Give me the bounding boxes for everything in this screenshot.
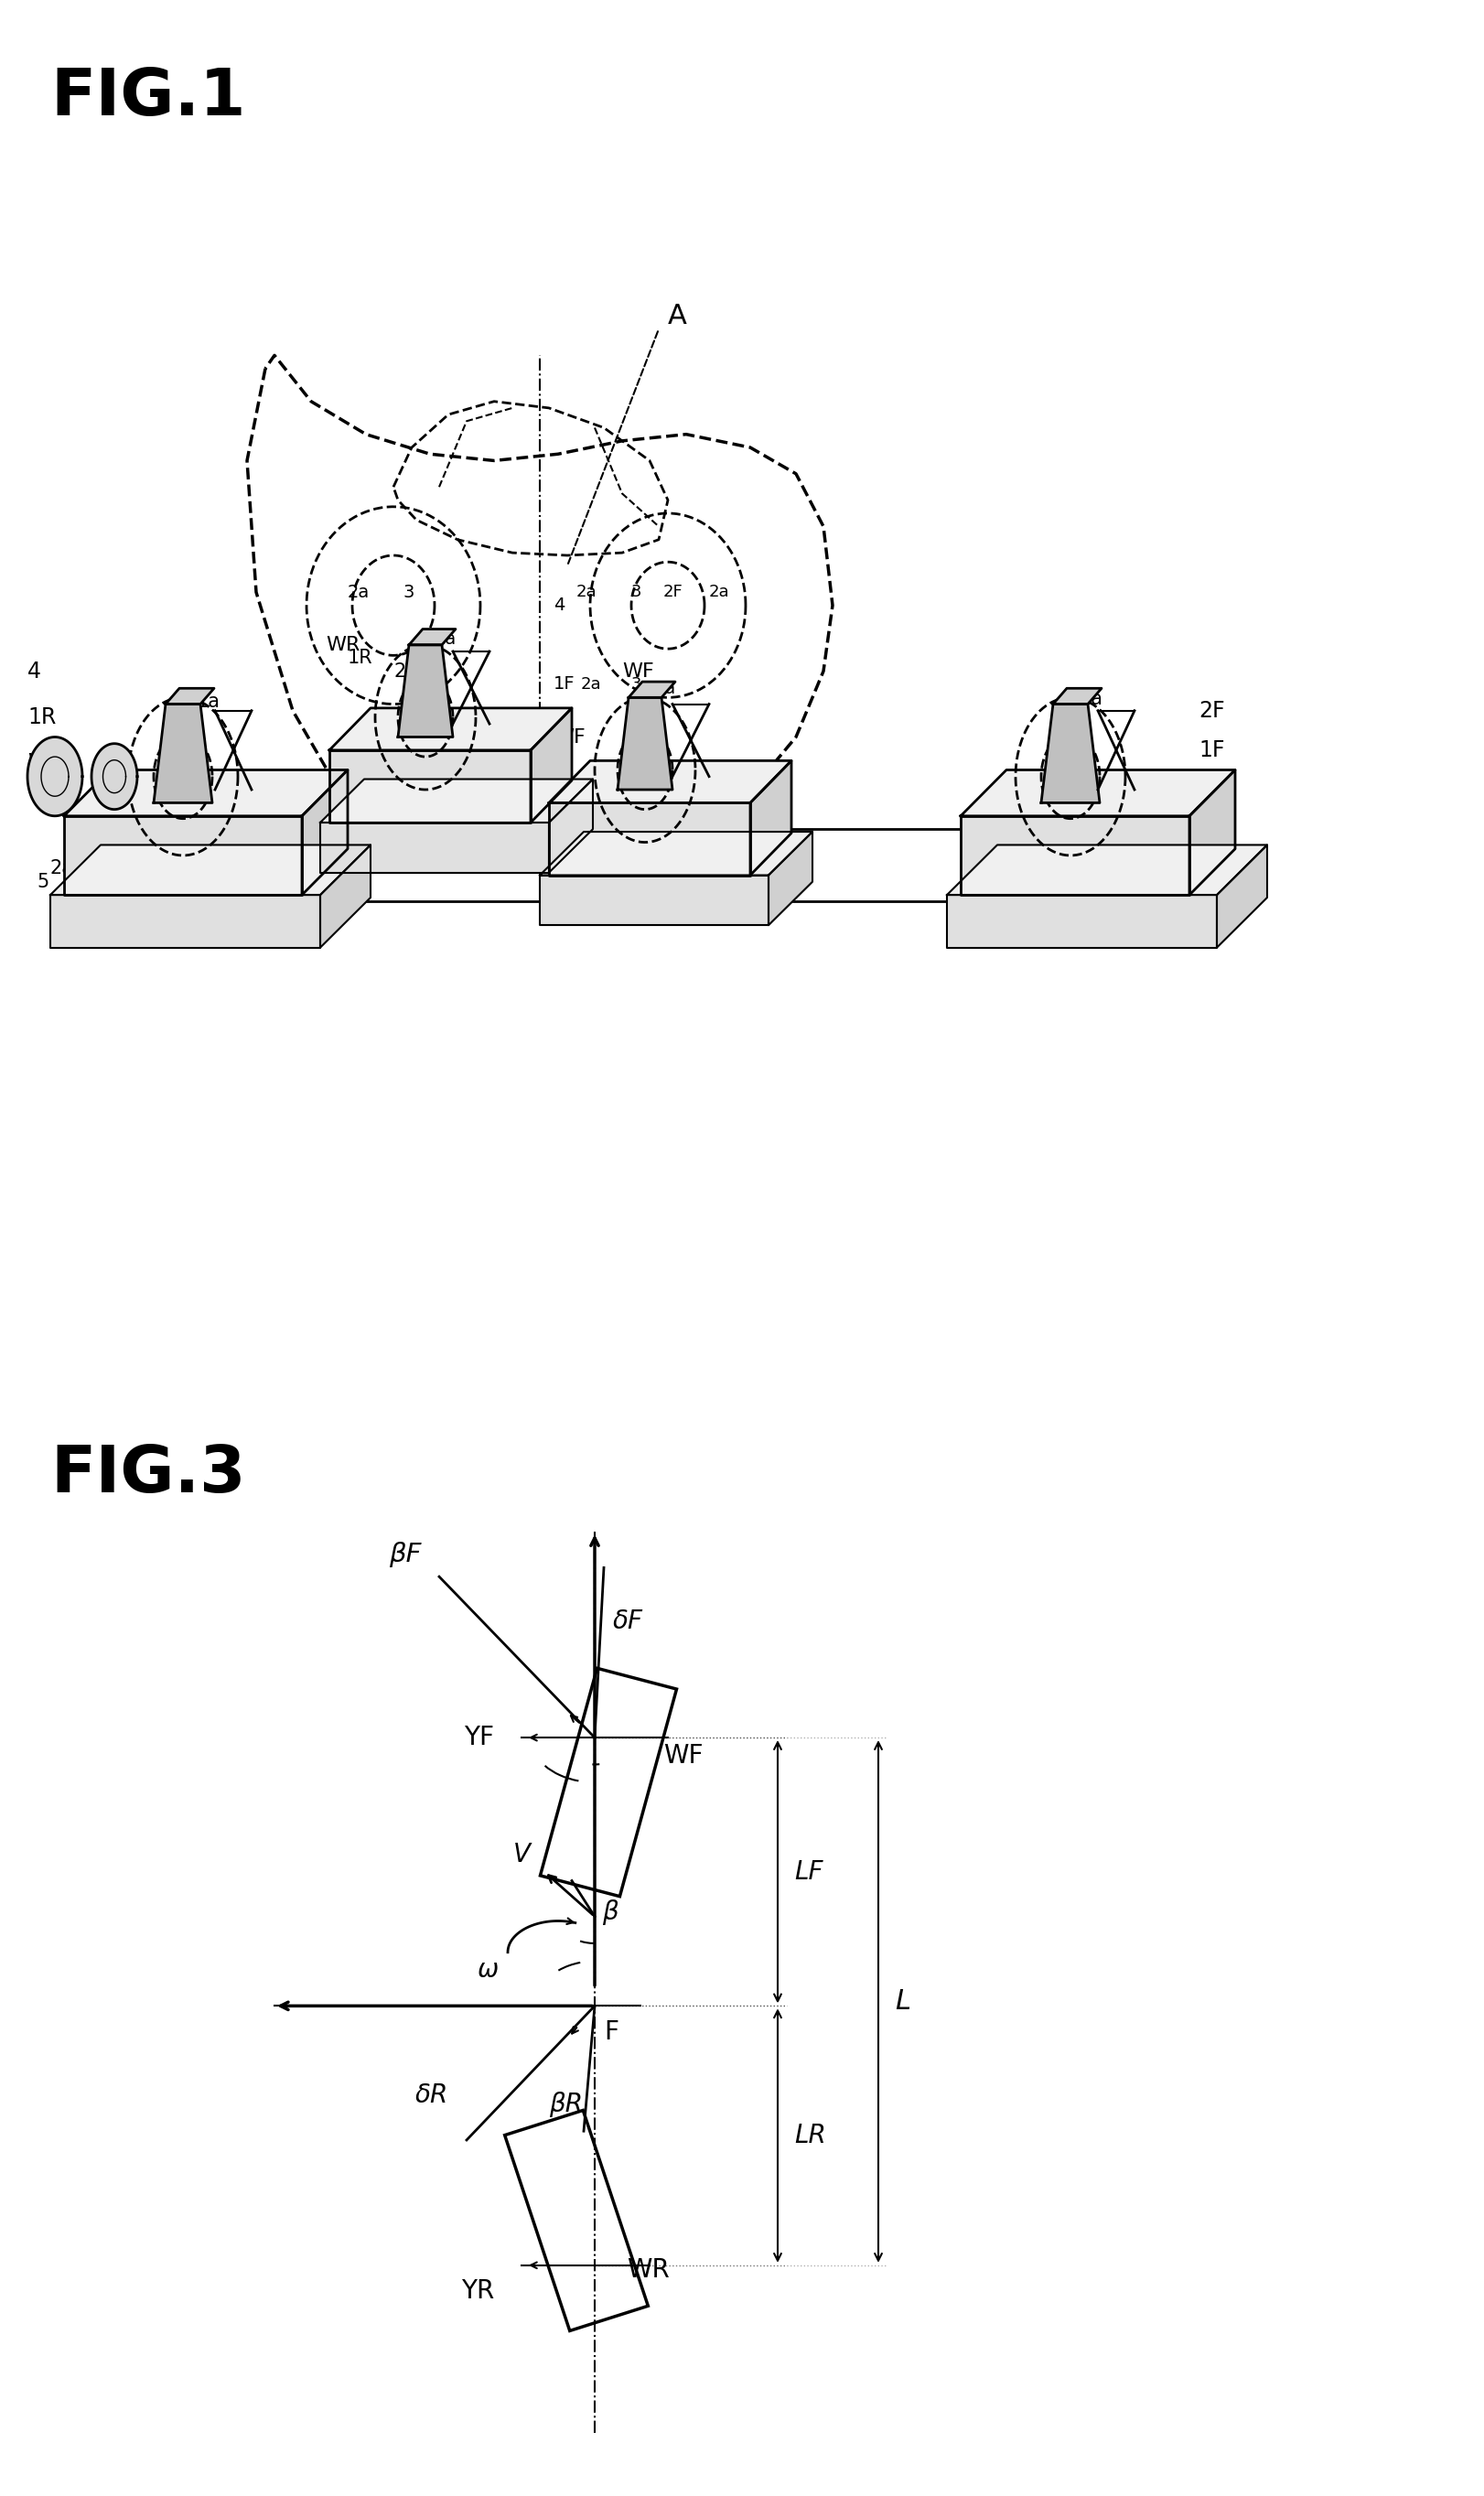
Text: 2a: 2a bbox=[1120, 859, 1144, 879]
Text: β: β bbox=[603, 1899, 619, 1924]
Text: V: V bbox=[513, 1842, 531, 1867]
Text: F: F bbox=[604, 2019, 619, 2044]
Polygon shape bbox=[751, 761, 791, 876]
Text: 3: 3 bbox=[631, 676, 641, 691]
Text: LR: LR bbox=[794, 2122, 827, 2149]
Text: 2a: 2a bbox=[197, 874, 221, 891]
Polygon shape bbox=[947, 896, 1217, 948]
Polygon shape bbox=[28, 736, 82, 816]
Polygon shape bbox=[531, 709, 571, 824]
Text: WF: WF bbox=[622, 661, 654, 681]
Polygon shape bbox=[64, 816, 301, 896]
Polygon shape bbox=[540, 876, 769, 926]
Polygon shape bbox=[549, 779, 594, 874]
Polygon shape bbox=[1189, 769, 1235, 896]
Polygon shape bbox=[166, 689, 214, 704]
Text: 1F: 1F bbox=[554, 676, 576, 694]
Text: 4: 4 bbox=[27, 661, 42, 681]
Polygon shape bbox=[947, 846, 1267, 896]
Polygon shape bbox=[301, 769, 347, 896]
Polygon shape bbox=[769, 831, 812, 926]
Polygon shape bbox=[960, 769, 1235, 816]
Text: FIG.3: FIG.3 bbox=[50, 1443, 246, 1505]
Polygon shape bbox=[629, 681, 675, 696]
Text: L: L bbox=[895, 1989, 910, 2014]
Polygon shape bbox=[398, 644, 453, 736]
Text: δR: δR bbox=[416, 2082, 448, 2109]
Polygon shape bbox=[50, 896, 321, 948]
Text: 1F: 1F bbox=[1199, 739, 1224, 761]
Text: 2a: 2a bbox=[50, 859, 74, 879]
Polygon shape bbox=[321, 846, 371, 948]
Text: 3: 3 bbox=[631, 584, 641, 602]
Text: βR: βR bbox=[549, 2092, 583, 2117]
Text: 2a: 2a bbox=[347, 584, 370, 602]
Polygon shape bbox=[617, 696, 672, 789]
Text: YF: YF bbox=[464, 1725, 494, 1750]
Text: FIG.1: FIG.1 bbox=[50, 65, 246, 130]
Text: WR: WR bbox=[326, 636, 361, 654]
Text: WF: WF bbox=[554, 729, 585, 746]
Text: WR: WR bbox=[27, 751, 64, 774]
Text: 2a: 2a bbox=[709, 584, 730, 602]
Polygon shape bbox=[540, 831, 812, 876]
Text: 1a: 1a bbox=[1079, 689, 1104, 709]
Polygon shape bbox=[154, 704, 212, 804]
Text: 1R: 1R bbox=[27, 706, 56, 729]
Text: 3: 3 bbox=[1079, 859, 1092, 879]
Polygon shape bbox=[549, 804, 751, 876]
Polygon shape bbox=[410, 629, 456, 644]
Text: 3: 3 bbox=[110, 874, 122, 891]
Polygon shape bbox=[321, 824, 549, 874]
Text: 4: 4 bbox=[554, 597, 565, 614]
Text: 2R: 2R bbox=[393, 661, 418, 681]
Text: 2F: 2F bbox=[663, 584, 683, 602]
Text: WR: WR bbox=[626, 2256, 669, 2281]
Text: 2a: 2a bbox=[576, 584, 597, 602]
Polygon shape bbox=[1042, 704, 1100, 804]
Polygon shape bbox=[321, 779, 594, 824]
Text: 1a: 1a bbox=[197, 691, 221, 711]
Text: 3: 3 bbox=[402, 584, 414, 602]
Text: 2R: 2R bbox=[142, 874, 168, 891]
Text: 2F: 2F bbox=[1199, 699, 1224, 721]
Text: YR: YR bbox=[462, 2279, 494, 2304]
Polygon shape bbox=[1217, 846, 1267, 948]
Text: 2a: 2a bbox=[580, 676, 601, 691]
Text: 1a: 1a bbox=[435, 629, 457, 646]
Text: δF: δF bbox=[613, 1607, 643, 1635]
Text: LF: LF bbox=[794, 1860, 824, 1884]
Text: WF: WF bbox=[663, 1742, 703, 1767]
Polygon shape bbox=[960, 816, 1189, 896]
Polygon shape bbox=[64, 769, 347, 816]
Text: A: A bbox=[668, 302, 687, 329]
Text: 1R: 1R bbox=[347, 649, 372, 666]
Text: 1a: 1a bbox=[654, 679, 677, 696]
Polygon shape bbox=[92, 744, 137, 809]
Polygon shape bbox=[1054, 689, 1101, 704]
Polygon shape bbox=[329, 709, 571, 751]
Text: βF: βF bbox=[389, 1543, 421, 1567]
Polygon shape bbox=[549, 761, 791, 804]
Text: 5: 5 bbox=[37, 874, 49, 891]
Text: ω: ω bbox=[478, 1957, 499, 1982]
Polygon shape bbox=[50, 846, 371, 896]
Polygon shape bbox=[329, 751, 531, 824]
